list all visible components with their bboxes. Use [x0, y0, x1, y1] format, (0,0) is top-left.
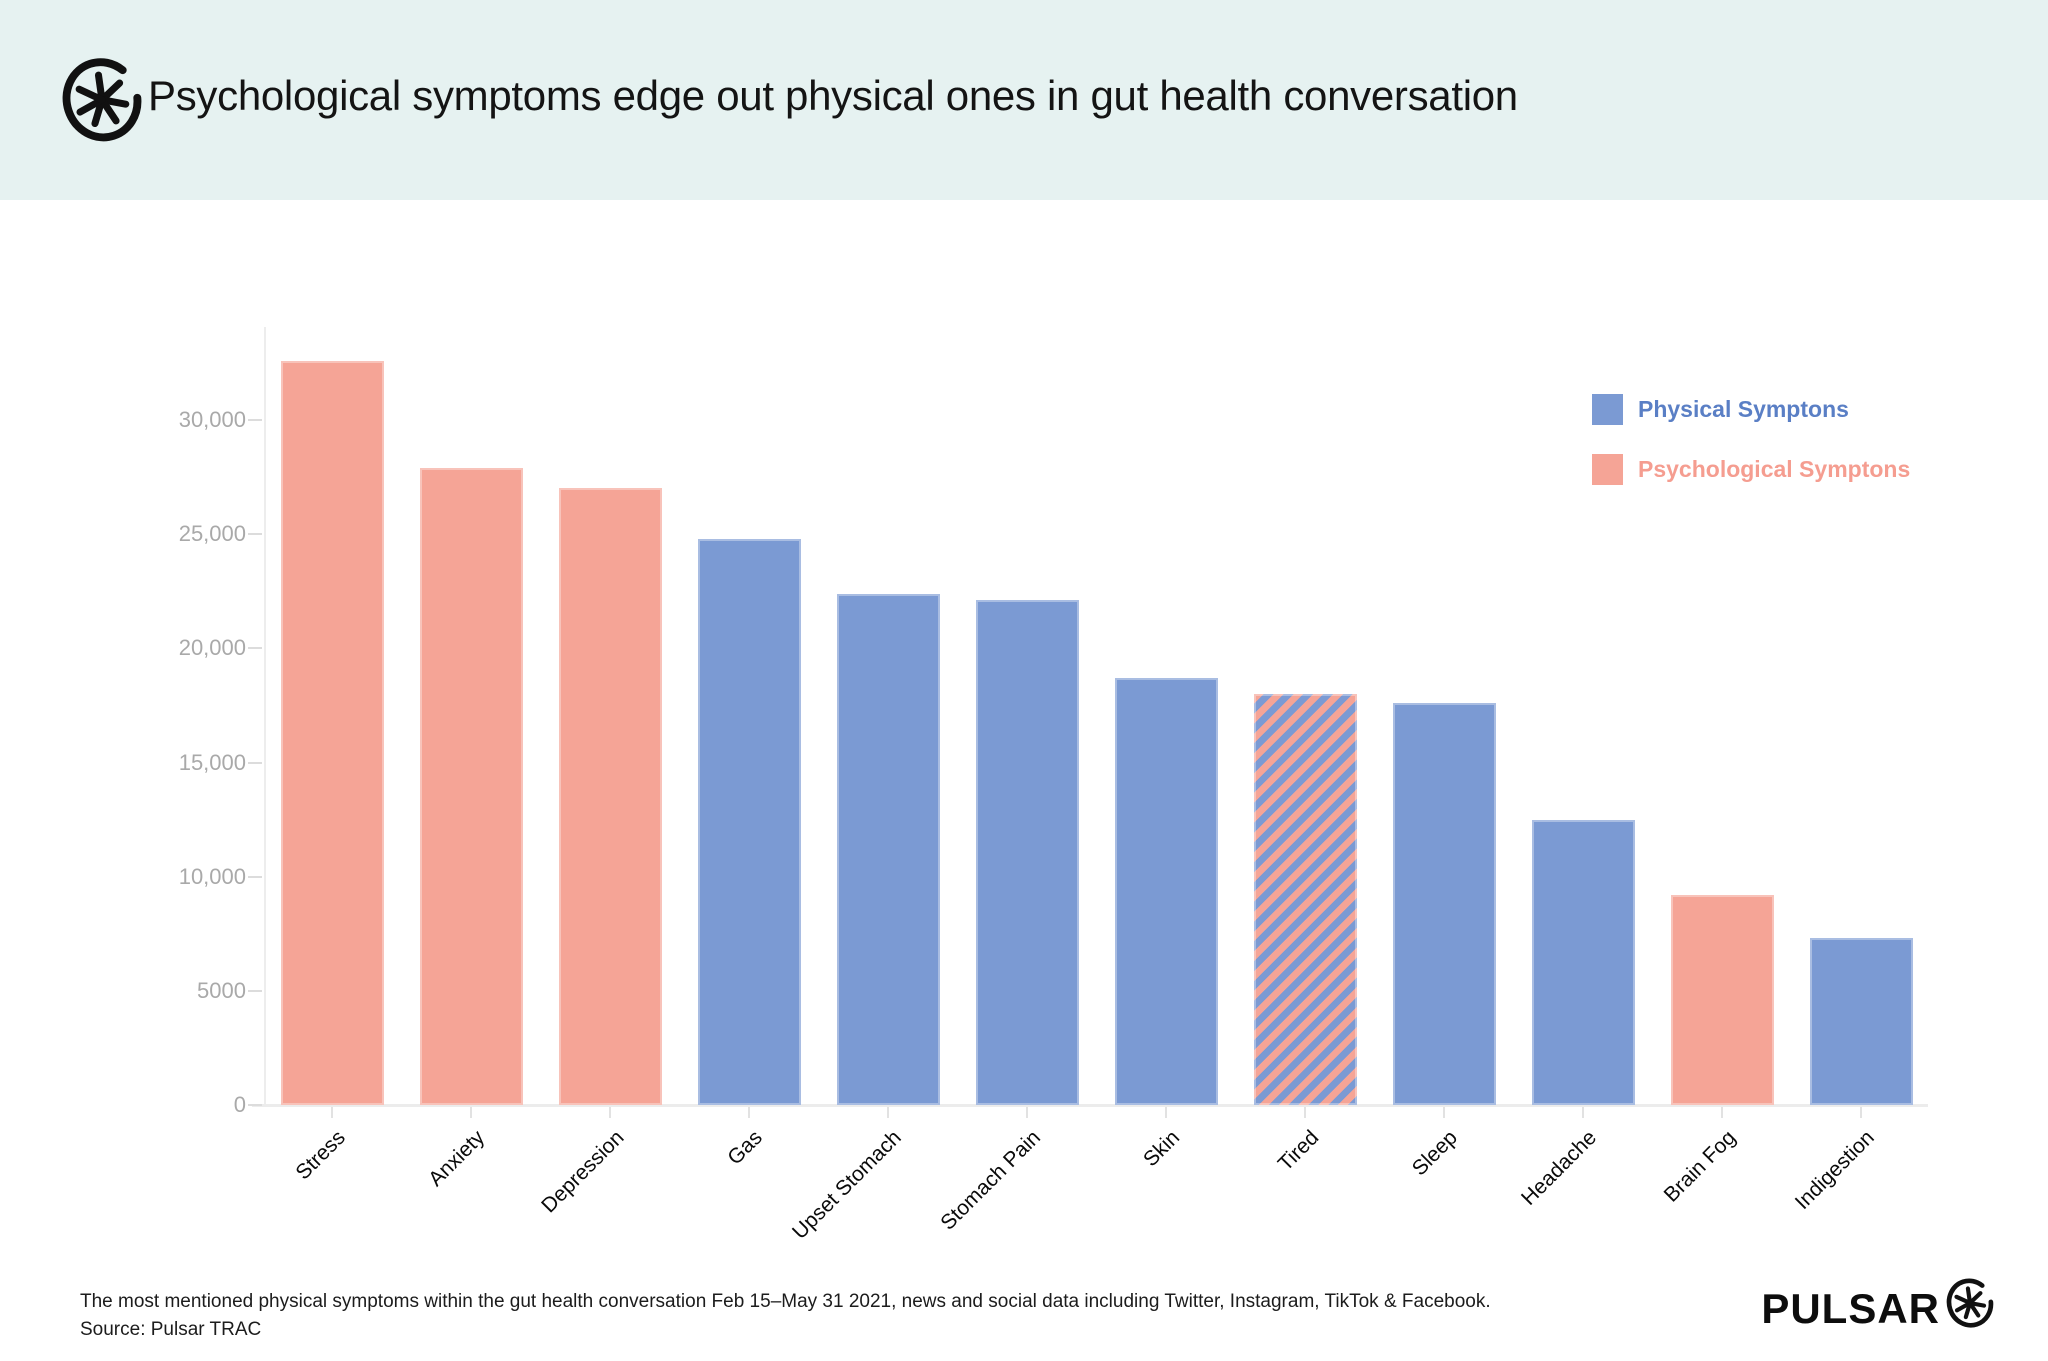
y-tick-label: 5000 — [197, 977, 246, 1003]
x-axis-label: Anxiety — [424, 1126, 490, 1191]
y-tick-label: 20,000 — [178, 635, 246, 661]
y-tick-mark — [248, 533, 262, 536]
bar-upset-stomach — [836, 594, 940, 1105]
brand-wordmark: PULSAR — [1761, 1285, 1940, 1332]
x-tick-mark — [470, 1107, 472, 1118]
y-tick-label: 25,000 — [178, 521, 246, 547]
x-axis-label: Upset Stomach — [788, 1126, 907, 1244]
legend-item-psychological: Psychological Symptons — [1592, 454, 1910, 485]
x-tick-mark — [887, 1107, 889, 1118]
x-axis-label: Stress — [291, 1126, 351, 1185]
bar-indigestion — [1809, 938, 1913, 1105]
y-axis-line — [264, 327, 266, 1107]
x-tick-mark — [748, 1107, 750, 1118]
y-tick-mark — [248, 875, 262, 878]
legend-label-psychological: Psychological Symptons — [1638, 456, 1911, 482]
x-tick-mark — [1721, 1107, 1723, 1118]
bar-tired — [1253, 694, 1357, 1105]
page-title: Psychological symptoms edge out physical… — [148, 72, 1518, 119]
x-tick-mark — [1304, 1107, 1306, 1118]
footnote-line1: The most mentioned physical symptoms wit… — [80, 1291, 1491, 1312]
footnote: The most mentioned physical symptoms wit… — [80, 1288, 1491, 1344]
bar-sleep — [1392, 703, 1496, 1105]
x-tick-mark — [1860, 1107, 1862, 1118]
header-band: Psychological symptoms edge out physical… — [0, 0, 2048, 200]
legend: Physical Symptons Psychological Symptons — [1592, 394, 1910, 514]
x-tick-mark — [1582, 1107, 1584, 1118]
y-tick-label: 15,000 — [178, 749, 246, 775]
x-tick-mark — [609, 1107, 611, 1118]
pulsar-asterisk-icon — [1946, 1278, 1994, 1328]
bar-stress — [280, 361, 384, 1105]
bar-gas — [697, 539, 801, 1105]
x-axis-label: Gas — [723, 1126, 768, 1170]
x-tick-mark — [331, 1107, 333, 1118]
bar-stomach-pain — [975, 600, 1079, 1105]
bar-anxiety — [419, 468, 523, 1105]
x-axis-label: Headache — [1517, 1126, 1602, 1210]
legend-swatch-physical — [1592, 394, 1623, 425]
x-axis-label: Depression — [536, 1126, 629, 1218]
x-tick-mark — [1026, 1107, 1028, 1118]
bar-headache — [1531, 820, 1635, 1105]
pulsar-asterisk-icon — [62, 58, 142, 142]
x-axis-label: Tired — [1273, 1126, 1324, 1176]
x-axis-line — [252, 1104, 1928, 1107]
y-tick-mark — [248, 647, 262, 650]
y-tick-mark — [248, 761, 262, 764]
y-tick-mark — [248, 419, 262, 421]
bar-brain-fog — [1670, 895, 1774, 1105]
legend-swatch-psychological — [1592, 454, 1623, 485]
bar-depression — [558, 488, 662, 1105]
y-tick-label: 10,000 — [178, 863, 246, 889]
y-tick-mark — [248, 1104, 262, 1106]
x-axis-label: Brain Fog — [1659, 1126, 1741, 1207]
legend-label-physical: Physical Symptons — [1638, 396, 1849, 422]
legend-item-physical: Physical Symptons — [1592, 394, 1910, 425]
x-tick-mark — [1443, 1107, 1445, 1118]
bar-skin — [1114, 678, 1218, 1105]
x-tick-mark — [1165, 1107, 1167, 1118]
x-axis-label: Skin — [1139, 1126, 1185, 1172]
footnote-line2: Source: Pulsar TRAC — [80, 1319, 262, 1340]
y-tick-label: 30,000 — [178, 407, 246, 432]
x-axis-label: Stomach Pain — [936, 1126, 1046, 1235]
y-tick-mark — [248, 989, 262, 992]
x-axis-label: Sleep — [1408, 1126, 1463, 1181]
y-tick-label: 0 — [233, 1092, 246, 1117]
x-axis-label: Indigestion — [1791, 1126, 1880, 1215]
brand-logo: PULSAR — [1761, 1278, 1996, 1337]
